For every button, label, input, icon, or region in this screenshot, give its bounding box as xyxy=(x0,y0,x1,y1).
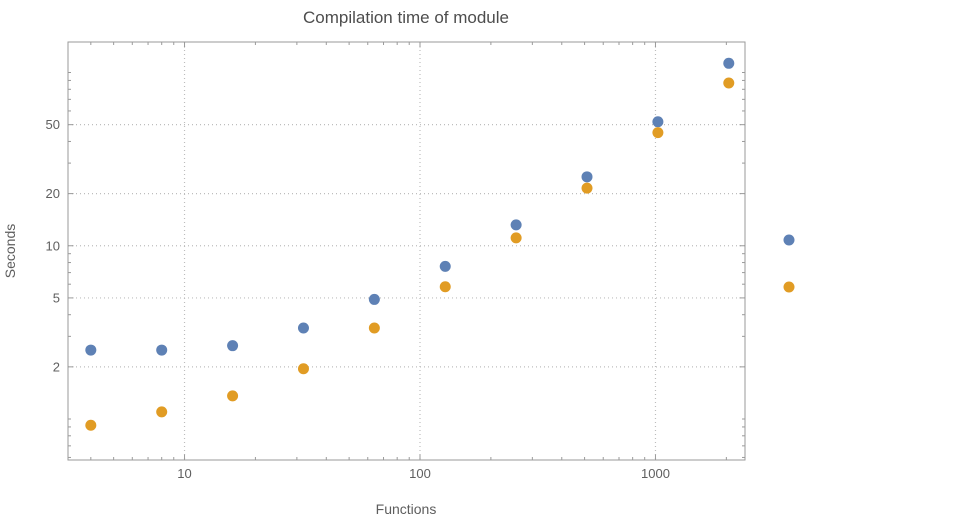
data-point xyxy=(368,293,380,305)
data-point xyxy=(156,344,168,356)
data-point xyxy=(439,281,451,293)
grid-layer xyxy=(68,42,745,460)
data-points-layer xyxy=(85,57,735,431)
data-point xyxy=(581,182,593,194)
data-point xyxy=(510,219,522,231)
data-point xyxy=(723,77,735,89)
x-tick-label: 10 xyxy=(177,466,191,481)
data-point xyxy=(652,116,664,128)
y-tick-label: 2 xyxy=(53,359,60,374)
data-point xyxy=(227,390,239,402)
legend xyxy=(783,234,795,293)
data-point xyxy=(297,322,309,334)
legend-marker-blue xyxy=(783,234,795,246)
x-tick-label: 1000 xyxy=(641,466,670,481)
y-axis-label: Seconds xyxy=(2,224,18,278)
x-tick-label: 100 xyxy=(409,466,431,481)
tick-layer: 10 100 1000 2 5 10 20 50 xyxy=(46,42,745,481)
x-axis-label: Functions xyxy=(376,501,437,517)
chart-title: Compilation time of module xyxy=(303,8,509,27)
data-point xyxy=(652,127,664,139)
y-tick-label: 10 xyxy=(46,238,60,253)
data-point xyxy=(297,363,309,375)
data-point xyxy=(227,340,239,352)
data-point xyxy=(85,344,97,356)
y-tick-label: 20 xyxy=(46,186,60,201)
plot-frame xyxy=(67,41,746,461)
legend-marker-orange xyxy=(783,281,795,293)
data-point xyxy=(439,260,451,272)
y-tick-label: 50 xyxy=(46,117,60,132)
data-point xyxy=(368,322,380,334)
y-tick-label: 5 xyxy=(53,290,60,305)
data-point xyxy=(723,57,735,69)
data-point xyxy=(581,171,593,183)
data-point xyxy=(510,232,522,244)
data-point xyxy=(85,419,97,431)
data-point xyxy=(156,406,168,418)
